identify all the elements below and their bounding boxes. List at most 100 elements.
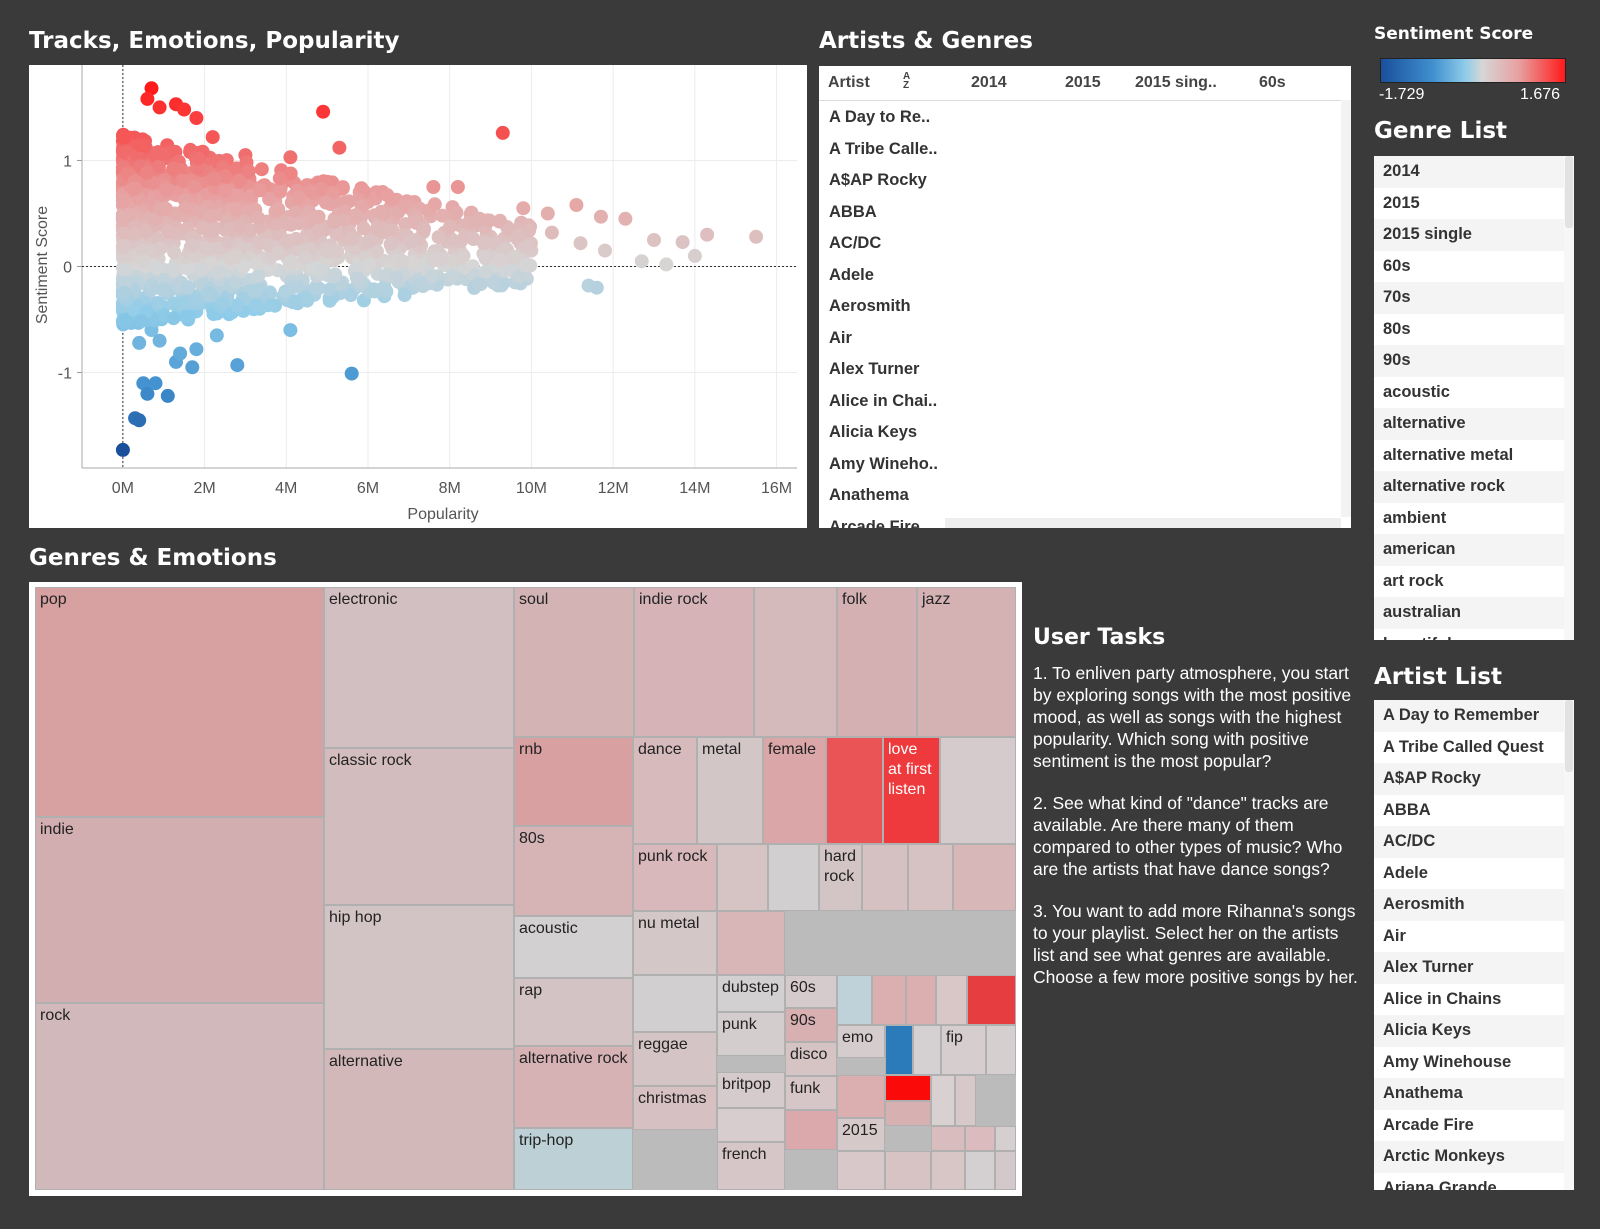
track-point[interactable]: [271, 245, 286, 260]
column-2014[interactable]: 2014: [971, 74, 1007, 91]
column-2015-single[interactable]: 2015 sing..: [1135, 74, 1217, 91]
track-point[interactable]: [493, 213, 507, 228]
artist-row[interactable]: A$AP Rocky: [829, 171, 927, 189]
artist-row[interactable]: Air: [829, 328, 852, 347]
track-point[interactable]: [450, 180, 465, 194]
track-point[interactable]: [316, 104, 331, 119]
track-point[interactable]: [189, 342, 204, 357]
track-point[interactable]: [178, 309, 193, 324]
track-point[interactable]: [647, 233, 661, 247]
genre-cell-jazz[interactable]: jazz: [917, 587, 1016, 737]
track-point[interactable]: [179, 201, 193, 216]
track-point[interactable]: [454, 250, 469, 265]
track-point[interactable]: [205, 130, 220, 145]
track-point[interactable]: [473, 277, 488, 292]
track-point[interactable]: [348, 209, 363, 224]
track-point[interactable]: [216, 296, 231, 311]
genre-cell[interactable]: [717, 1108, 785, 1142]
genre-cell[interactable]: [885, 1025, 913, 1075]
genre-cell-reggae[interactable]: reggae: [633, 1032, 717, 1086]
genre-cell[interactable]: [785, 1110, 837, 1150]
genre-cell-dubstep[interactable]: dubstep: [717, 975, 785, 1012]
track-point[interactable]: [589, 280, 604, 295]
artist-list-item[interactable]: AC/DC: [1374, 826, 1574, 858]
artist-list-item[interactable]: Alice in Chains: [1374, 983, 1574, 1015]
track-point[interactable]: [281, 233, 296, 248]
track-point[interactable]: [326, 214, 341, 229]
track-point[interactable]: [381, 225, 396, 240]
artist-list-item[interactable]: Aerosmith: [1374, 889, 1574, 921]
track-point[interactable]: [188, 292, 203, 307]
track-point[interactable]: [139, 165, 154, 180]
genre-cell[interactable]: [906, 975, 936, 1025]
genre-list-scrollbar[interactable]: [1564, 156, 1574, 640]
track-point[interactable]: [345, 231, 360, 246]
genre-cell[interactable]: [940, 737, 1016, 844]
track-point[interactable]: [117, 225, 131, 240]
genre-cell-nu-metal[interactable]: nu metal: [633, 911, 717, 975]
track-point[interactable]: [286, 280, 300, 295]
genre-cell[interactable]: [826, 737, 883, 844]
track-point[interactable]: [394, 253, 409, 268]
table-vertical-scrollbar[interactable]: [1341, 100, 1351, 517]
track-point[interactable]: [322, 282, 337, 297]
track-point[interactable]: [177, 102, 192, 117]
genre-cell[interactable]: [931, 1075, 955, 1126]
artist-row[interactable]: Anathema: [829, 486, 909, 504]
genre-cell[interactable]: [995, 1151, 1016, 1190]
artist-row[interactable]: Alicia Keys: [829, 423, 918, 441]
track-point[interactable]: [749, 229, 764, 244]
track-point[interactable]: [249, 256, 264, 271]
track-point[interactable]: [117, 239, 132, 254]
genre-cell-french[interactable]: french: [717, 1142, 785, 1190]
track-point[interactable]: [151, 159, 166, 174]
track-point[interactable]: [209, 328, 224, 343]
genre-cell-60s[interactable]: 60s: [785, 975, 837, 1008]
track-point[interactable]: [228, 201, 243, 216]
track-point[interactable]: [314, 263, 329, 278]
track-point[interactable]: [329, 227, 344, 242]
genre-cell-hip-hop[interactable]: hip hop: [324, 905, 514, 1049]
artist-list-scroll-thumb[interactable]: [1565, 700, 1573, 772]
track-point[interactable]: [593, 209, 608, 224]
artist-row[interactable]: ABBA: [829, 202, 877, 221]
genre-cell-rnb[interactable]: rnb: [514, 737, 633, 826]
track-point[interactable]: [115, 211, 130, 226]
track-point[interactable]: [332, 140, 347, 155]
genre-list-item[interactable]: 80s: [1374, 313, 1574, 345]
track-point[interactable]: [230, 298, 245, 313]
artist-row[interactable]: AC/DC: [829, 234, 882, 252]
genre-cell-2015[interactable]: 2015: [837, 1118, 885, 1151]
genre-cell[interactable]: [967, 975, 1016, 1025]
track-point[interactable]: [426, 253, 441, 268]
genre-cell-pop[interactable]: pop: [35, 587, 324, 817]
track-point[interactable]: [191, 151, 206, 166]
track-point[interactable]: [165, 261, 180, 276]
track-point[interactable]: [634, 254, 649, 269]
genre-cell[interactable]: [885, 1101, 931, 1126]
genre-cell[interactable]: [908, 844, 953, 911]
track-point[interactable]: [241, 164, 256, 179]
column-artist[interactable]: Artist: [828, 74, 870, 91]
genre-cell-christmas[interactable]: christmas: [633, 1086, 717, 1130]
track-point[interactable]: [230, 358, 245, 373]
track-point[interactable]: [251, 211, 266, 225]
track-point[interactable]: [161, 224, 175, 239]
track-point[interactable]: [618, 211, 633, 226]
genre-cell-funk[interactable]: funk: [785, 1076, 837, 1110]
track-point[interactable]: [218, 184, 233, 199]
genre-cell-alternative-rock[interactable]: alternative rock: [514, 1046, 633, 1128]
track-point[interactable]: [466, 232, 481, 246]
artist-row[interactable]: A Tribe Calle..: [829, 139, 938, 158]
genre-cell[interactable]: [995, 1126, 1016, 1151]
track-point[interactable]: [573, 236, 588, 251]
genre-cell-punk-rock[interactable]: punk rock: [633, 844, 717, 911]
genre-cell-rap[interactable]: rap: [514, 978, 633, 1046]
genre-cell-punk[interactable]: punk: [717, 1012, 785, 1056]
genre-cell-fip[interactable]: fip: [941, 1025, 986, 1075]
genre-cell-acoustic[interactable]: acoustic: [514, 916, 633, 978]
genre-cell-soul[interactable]: soul: [514, 587, 634, 737]
track-point[interactable]: [512, 269, 527, 284]
track-point[interactable]: [322, 293, 337, 308]
artist-list-scrollbar[interactable]: [1564, 700, 1574, 1190]
